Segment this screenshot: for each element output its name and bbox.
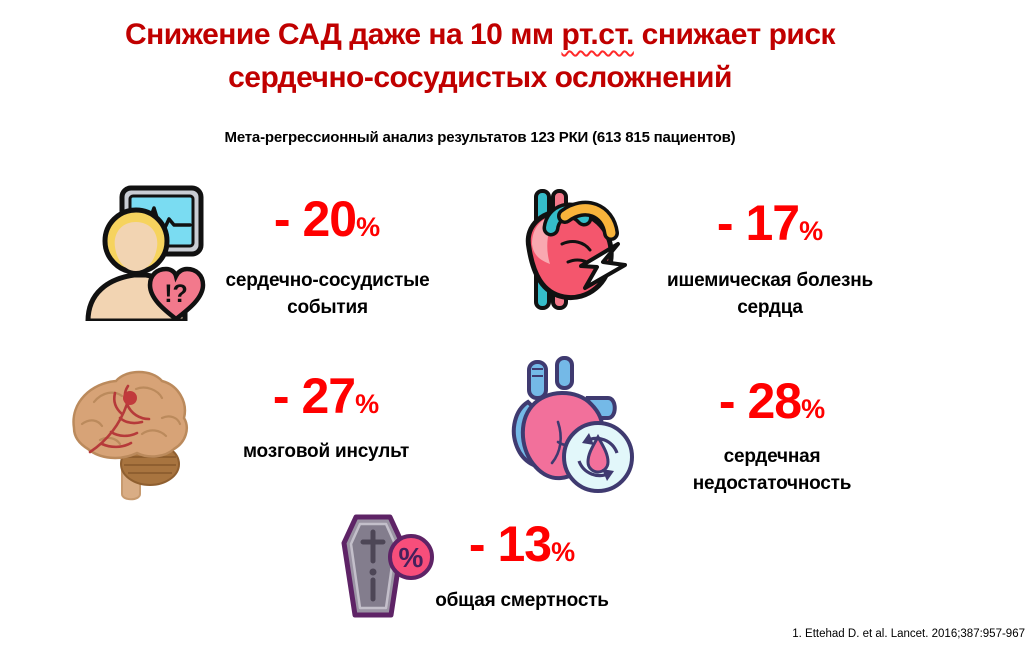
subtitle: Мета-регрессионный анализ результатов 12… bbox=[224, 129, 736, 146]
stat-label: общая смертность bbox=[435, 590, 609, 611]
svg-text:!?: !? bbox=[164, 280, 188, 308]
ischemic-heart-icon bbox=[525, 189, 627, 310]
title-line1-after: снижает риск bbox=[633, 18, 836, 51]
stat-value: - 27% bbox=[272, 368, 380, 424]
heart-failure-icon bbox=[511, 356, 634, 493]
brain-stroke-icon bbox=[72, 370, 188, 501]
slide-title: Снижение САД даже на 10 мм рт.ст. снижае… bbox=[0, 13, 960, 99]
svg-text:%: % bbox=[399, 542, 424, 573]
stat-value: - 13% bbox=[468, 516, 576, 572]
citation-footer: 1. Ettehad D. et al. Lancet. 2016;387:95… bbox=[792, 628, 1025, 640]
stat-label: сердечная недостаточность bbox=[692, 446, 852, 494]
patient-monitor-icon: !? bbox=[85, 185, 206, 321]
stat-value: - 28% bbox=[718, 373, 826, 429]
stat-label: мозговой инсульт bbox=[242, 441, 410, 462]
title-line1-before: Снижение САД даже на 10 мм bbox=[124, 18, 562, 51]
title-spellcheck-word: рт.ст. bbox=[561, 18, 634, 51]
coffin-mortality-icon: % bbox=[341, 514, 434, 618]
stat-value: - 17% bbox=[716, 195, 824, 251]
stat-label: ишемическая болезнь сердца bbox=[667, 270, 873, 318]
stat-label: сердечно-сосудистые события bbox=[225, 270, 430, 318]
stat-value: - 20% bbox=[273, 191, 381, 247]
title-line2: сердечно-сосудистых осложнений bbox=[228, 61, 732, 94]
